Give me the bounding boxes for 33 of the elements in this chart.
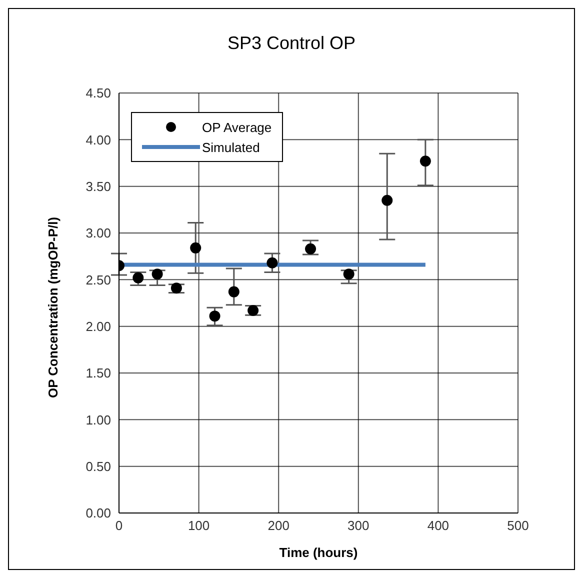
x-tick-label: 100 — [188, 518, 210, 534]
legend-label: Simulated — [202, 140, 260, 154]
point — [152, 268, 163, 280]
point — [190, 242, 202, 254]
point — [228, 286, 240, 298]
y-tick-label: 0.00 — [86, 506, 111, 521]
y-tick-label: 2.00 — [86, 318, 111, 334]
x-tick-label: 0 — [115, 518, 123, 534]
y-tick-label: 0.50 — [86, 458, 111, 474]
chart-title: SP3 Control OP — [226, 33, 357, 55]
x-tick-label: 200 — [268, 518, 290, 534]
y-axis-title: OP Concentration (mgOP-P/l) — [46, 216, 61, 398]
point — [248, 304, 259, 316]
y-tick-label: 4.00 — [86, 132, 111, 148]
legend-label: OP Average — [202, 120, 272, 134]
point — [170, 282, 182, 294]
y-tick-label: 3.50 — [86, 178, 111, 194]
x-tick-label: 300 — [348, 518, 370, 534]
point — [343, 268, 354, 280]
y-tick-label: 3.00 — [86, 226, 111, 241]
x-tick-label: 400 — [427, 518, 450, 534]
point — [266, 257, 278, 268]
point — [420, 156, 431, 167]
y-tick-label: 1.50 — [86, 366, 111, 381]
point — [382, 194, 393, 206]
y-tick-label: 1.00 — [86, 412, 111, 428]
point — [209, 310, 220, 322]
point — [305, 243, 316, 254]
x-axis-title: Time (hours) — [279, 545, 358, 560]
y-tick-label: 4.50 — [86, 86, 111, 101]
x-tick-label: 500 — [507, 518, 529, 534]
y-tick-label: 2.50 — [86, 272, 111, 288]
point — [132, 272, 144, 284]
